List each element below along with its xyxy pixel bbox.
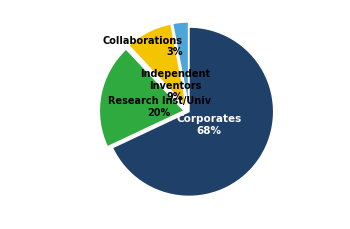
Text: Research Inst/Univ
20%: Research Inst/Univ 20% — [107, 96, 211, 117]
Wedge shape — [173, 23, 189, 107]
Text: Collaborations
3%: Collaborations 3% — [103, 35, 183, 57]
Wedge shape — [112, 28, 274, 196]
Wedge shape — [129, 25, 187, 108]
Text: Independent
Inventors
9%: Independent Inventors 9% — [140, 69, 210, 102]
Wedge shape — [99, 50, 184, 147]
Text: Corporates
68%: Corporates 68% — [176, 114, 241, 135]
